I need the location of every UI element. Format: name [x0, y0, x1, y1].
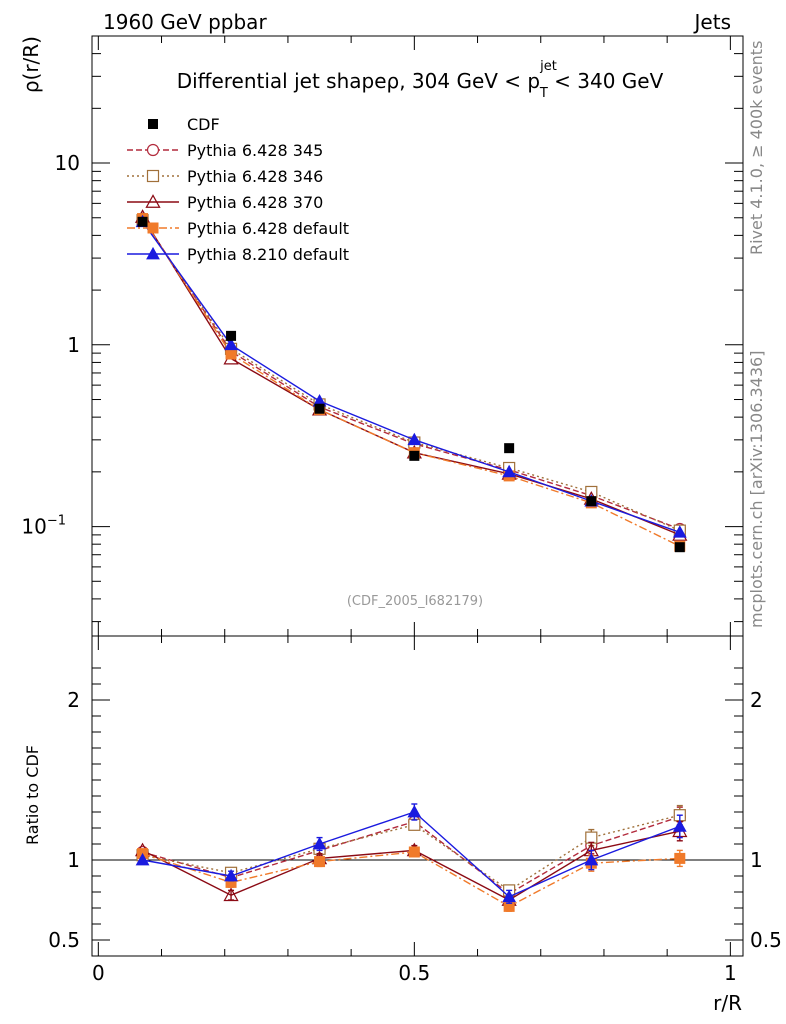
ratio-y-tick-label: 0.5 — [48, 928, 80, 952]
y-tick-label: 10 — [55, 151, 80, 175]
ratio-plot: 0 0.5 1 2 2 1 1 0.5 0.5 — [48, 636, 782, 985]
y-tick-label: 1 — [67, 333, 80, 357]
legend-label: Pythia 6.428 370 — [187, 193, 323, 212]
data-point — [314, 403, 325, 414]
series-point — [225, 348, 237, 360]
series-line — [141, 221, 681, 533]
series-line — [141, 218, 681, 547]
title-main: Differential jet shapeρ, 304 GeV < p — [177, 69, 540, 93]
x-tick-label: 1 — [724, 961, 737, 985]
analysis-watermark: (CDF_2005_I682179) — [347, 594, 483, 609]
header-right: Jets — [693, 10, 731, 34]
ratio-y-tick-label-right: 2 — [750, 688, 763, 712]
chart-title: Differential jet shapeρ, 304 GeV < pjet T… — [177, 59, 664, 101]
legend-marker — [146, 169, 160, 183]
data-point — [586, 496, 597, 507]
legend-label: CDF — [187, 115, 220, 134]
ratio-point — [408, 818, 421, 831]
ratio-y-tick-label-right: 0.5 — [750, 928, 782, 952]
ratio-point — [223, 887, 239, 902]
title-sup: jet — [539, 59, 557, 74]
y-tick-exponent: −1 — [47, 514, 66, 529]
ratio-y-tick-label: 2 — [67, 688, 80, 712]
legend-marker — [146, 143, 160, 157]
legend-label: Pythia 8.210 default — [187, 245, 349, 264]
ratio-point — [584, 852, 599, 866]
ratio-line — [142, 830, 680, 901]
x-axis-label: r/R — [713, 991, 742, 1015]
legend-label: Pythia 6.428 345 — [187, 141, 323, 160]
ratio-point — [408, 846, 420, 858]
title-sub: T — [539, 86, 548, 101]
ratio-point — [585, 831, 598, 844]
ratio-y-axis-label: Ratio to CDF — [23, 745, 42, 845]
legend-marker — [146, 246, 160, 260]
title-tail: < 340 GeV — [548, 69, 664, 93]
header-left: 1960 GeV ppbar — [103, 10, 267, 34]
data-point — [409, 450, 420, 461]
data-point — [504, 443, 515, 454]
ratio-point — [672, 819, 687, 832]
ratio-point — [407, 804, 422, 818]
ratio-y-tick-label: 1 — [67, 848, 80, 872]
ratio-point — [674, 852, 686, 864]
legend-marker — [145, 194, 161, 208]
legend-label: Pythia 6.428 default — [187, 219, 349, 238]
ratio-point — [312, 836, 327, 850]
data-point — [137, 216, 148, 227]
y-tick-label: 10−1 — [21, 514, 66, 539]
legend-marker — [148, 119, 158, 129]
ratio-point — [502, 889, 517, 903]
ratio-point — [135, 852, 150, 866]
data-point — [674, 542, 685, 553]
legend-marker — [147, 222, 159, 234]
series-point — [672, 525, 687, 538]
series-point — [407, 432, 422, 446]
rivet-label: Rivet 4.1.0, ≥ 400k events — [747, 41, 766, 255]
series-point — [502, 464, 517, 478]
data-point — [226, 330, 237, 341]
x-tick-label: 0.5 — [398, 961, 430, 985]
legend: CDF Pythia 6.428 345 Pythia 6.428 346 Pythi… — [127, 115, 349, 264]
y-tick-base: 10 — [21, 515, 46, 539]
ratio-point — [314, 856, 326, 868]
ratio-y-tick-label-right: 1 — [750, 848, 763, 872]
series-point — [224, 337, 238, 351]
series-line — [141, 218, 681, 530]
y-axis-label: ρ(r/R) — [19, 36, 43, 93]
ratio-plot-frame — [91, 635, 744, 957]
series-line — [141, 219, 681, 532]
series-line — [141, 216, 681, 536]
mcplots-label: mcplots.cern.ch [arXiv:1306.3436] — [747, 351, 766, 628]
x-tick-label: 0 — [92, 961, 105, 985]
legend-label: Pythia 6.428 346 — [187, 167, 323, 186]
ratio-point — [224, 868, 238, 882]
